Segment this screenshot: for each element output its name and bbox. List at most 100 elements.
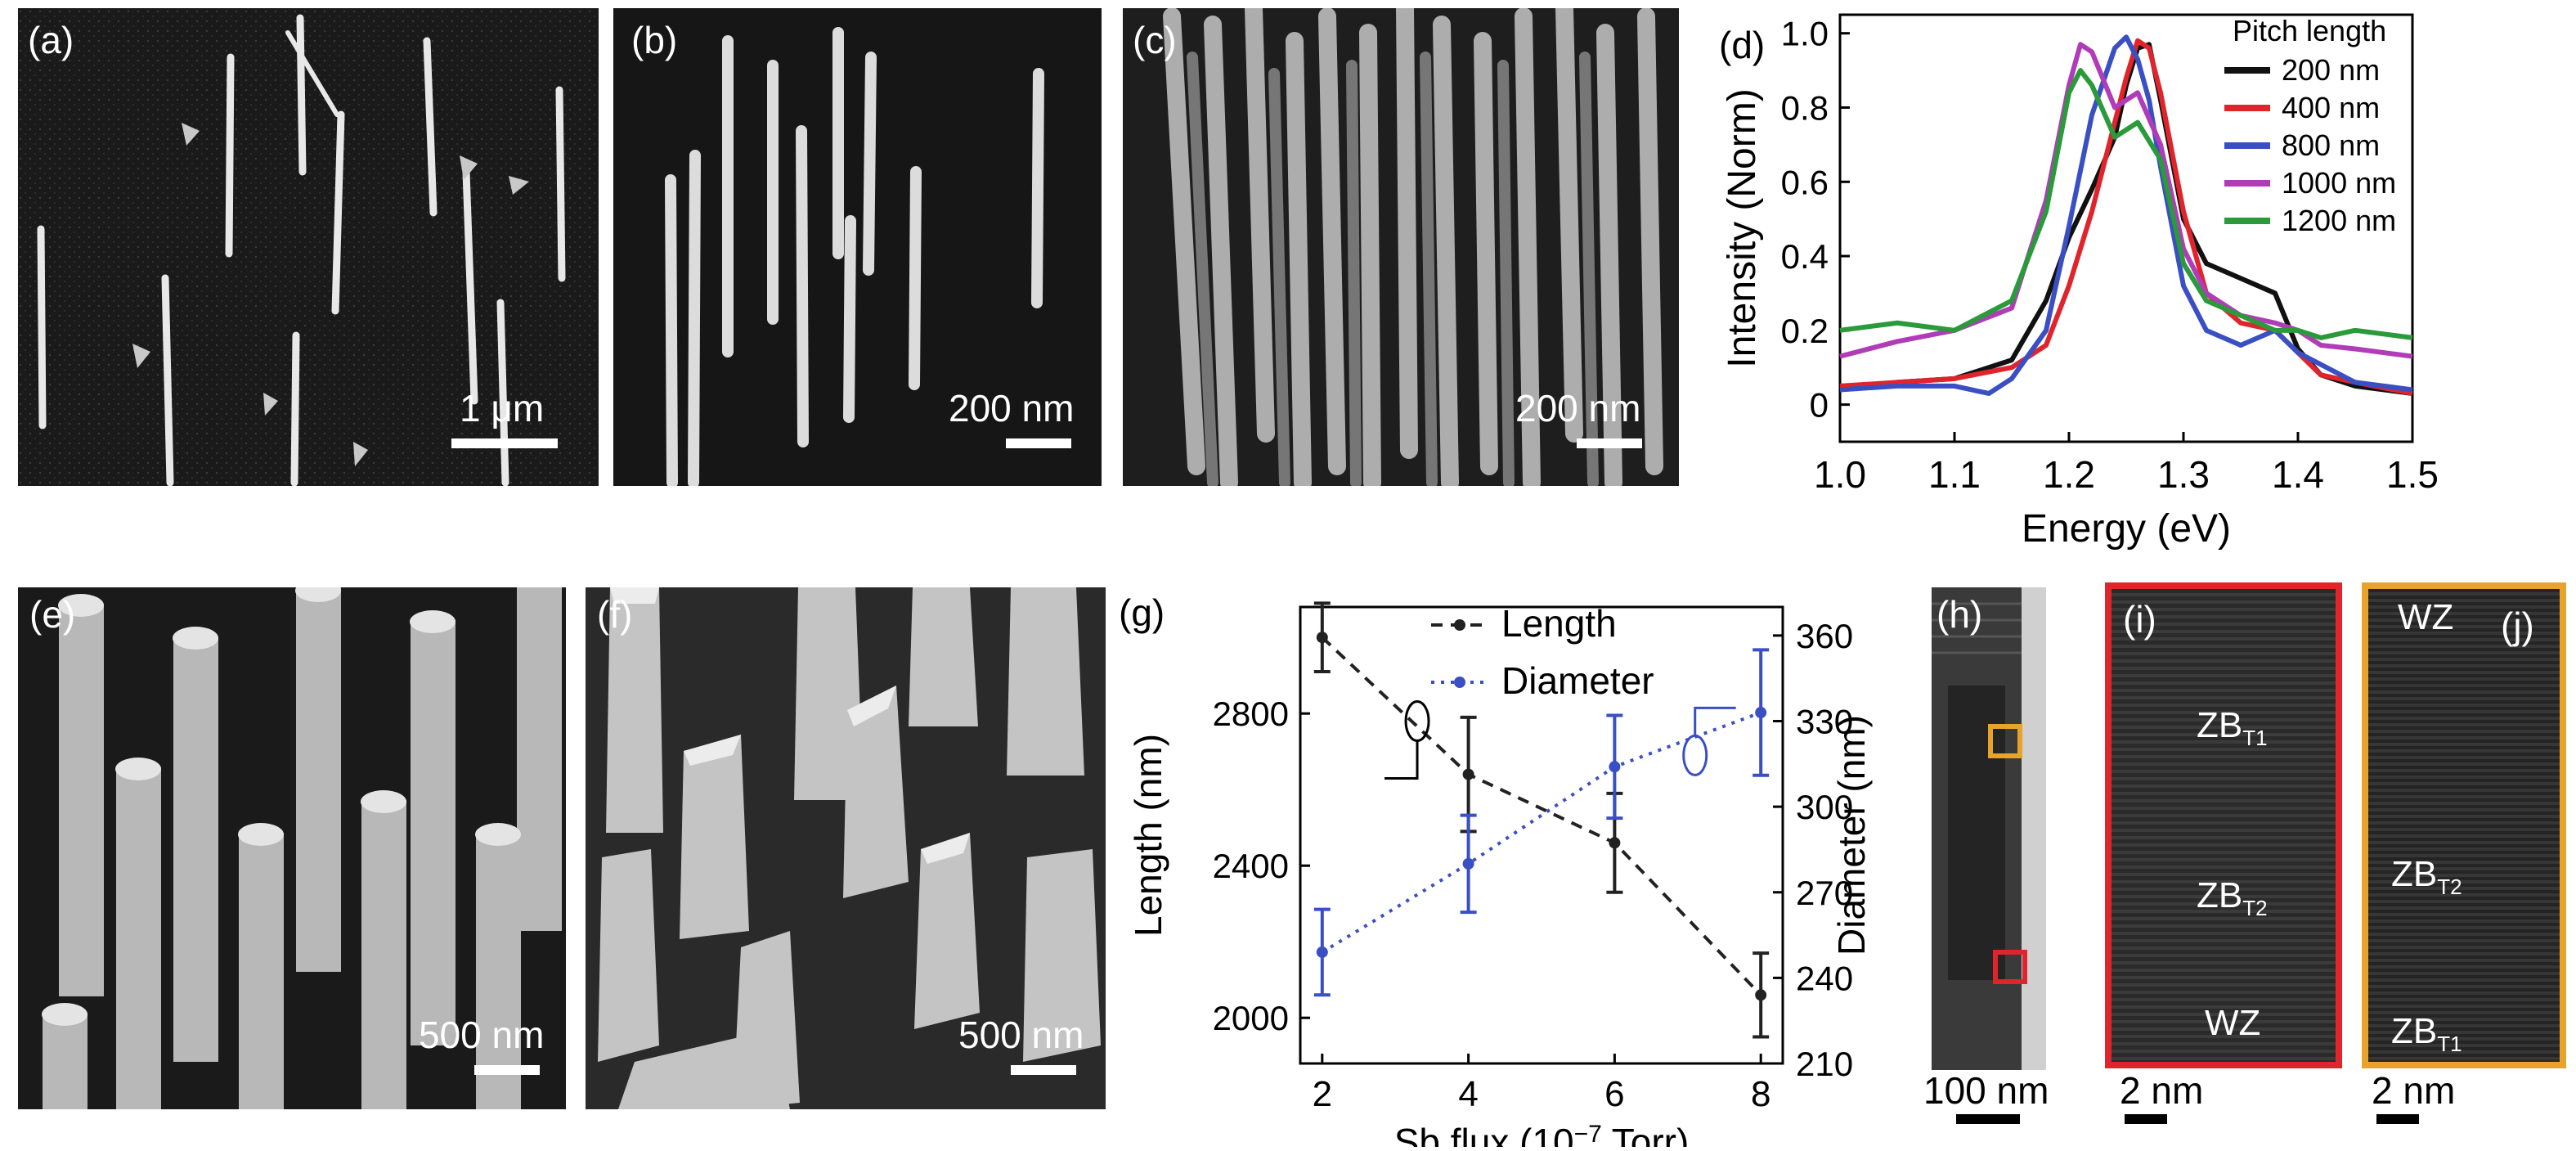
x-tick-label: 1.1 [1928,453,1981,496]
label-wz-j: WZ [2398,597,2454,637]
diameter-axis-arrow [1694,706,1736,736]
series-line-800-nm [1839,34,2413,396]
plot-frame [1838,13,2414,443]
y-axis-label: Intensity (Norm) [1721,88,1764,367]
y-tick-label: 0.4 [1781,237,1829,276]
tem-panel-h: (h) [1932,587,2046,1070]
x-tick-label: 6 [1604,1074,1624,1114]
sem-panel-b: (b) 200 nm [613,8,1102,486]
data-point-Length [1316,632,1328,644]
label-zb-t2-i: ZBT2 [2197,875,2268,920]
x-tick-label: 1.0 [1814,453,1866,496]
y2-tick-label: 360 [1796,617,1853,655]
scale-bar-a [451,438,558,448]
y-tick-label: 0 [1810,386,1829,425]
x-axis-label: Sb flux (10−7 Torr) [1394,1121,1690,1147]
tem-image-i [2112,589,2336,1062]
x-tick-label: 4 [1458,1074,1478,1114]
scale-bar-e [474,1065,540,1075]
legend-entry: 1200 nm [2282,204,2396,237]
y2-tick-label: 330 [1796,703,1853,741]
tem-panel-j: WZ (j) ZBT2 ZBT1 [2362,582,2566,1068]
x-tick-label: 1.5 [2386,453,2439,496]
y2-axis-label: Diameter (nm) [1830,715,1873,955]
x-tick-label: 1.4 [2272,453,2324,496]
scale-label-e: 500 nm [419,1014,545,1056]
data-point-Length [1755,989,1767,1001]
y-tick-label: 0.2 [1781,312,1829,350]
scale-bar-b [1006,438,1071,448]
data-point-Length [1609,837,1621,849]
x-tick-label: 8 [1751,1074,1770,1114]
tem-image-j [2368,589,2560,1062]
y-tick-label: 0.8 [1781,88,1829,127]
diameter-axis-indicator [1682,734,1708,776]
data-point-Length [1462,768,1474,780]
panel-label-a: (a) [28,19,74,61]
y2-tick-label: 210 [1796,1045,1853,1083]
data-point-Diameter [1462,857,1474,870]
pillar-image-f [586,587,1106,1109]
series-line-Length [1321,636,1762,996]
label-wz-i: WZ [2205,1003,2261,1043]
x-axis-label: Energy (eV) [2022,507,2231,551]
data-point-Diameter [1316,946,1328,958]
pillar-image-e [18,587,566,1109]
scale-label-a: 1 μm [460,387,545,429]
scale-label-j: 2 nm [2372,1069,2456,1112]
scale-bar-h [1956,1114,2020,1124]
x-tick-label: 1.3 [2157,453,2210,496]
panel-label-f: (f) [597,593,633,636]
legend-marker [1454,677,1465,688]
scale-label-i: 2 nm [2120,1069,2204,1112]
y-tick-label: 1.0 [1781,15,1829,53]
y2-tick-label: 300 [1796,788,1853,826]
tem-panel-i: (i) ZBT1 ZBT2 WZ [2105,582,2342,1068]
length-diameter-chart: 2 4 6 8 2000 2400 2800 210 240 270 300 330 360 Sb flu… [1127,601,1873,1151]
x-tick-label: 2 [1313,1074,1332,1114]
panel-label-b: (b) [631,19,678,61]
scale-bar-j [2376,1114,2419,1124]
length-axis-arrow [1384,740,1419,780]
y-tick-label: 0.6 [1781,163,1829,201]
label-zb-t1-i: ZBT1 [2197,705,2268,750]
legend-entry: 200 nm [2282,53,2380,87]
series-line-Diameter [1321,711,1761,954]
y-tick-label: 2800 [1213,695,1289,733]
nanowire-tem-image-h [1932,587,2046,1070]
scale-bar-f [1011,1065,1076,1075]
sem-panel-f: (f) 500 nm [586,587,1106,1109]
y2-tick-label: 240 [1796,959,1853,997]
spectra-chart: 1.0 1.1 1.2 1.3 1.4 1.5 0 0.2 0.4 0.6 0.8 1.0 Energy… [1721,13,2439,551]
series-line-1200-nm [1839,68,2413,340]
orange-marker-box [1988,724,2022,758]
y-tick-label: 2000 [1213,999,1289,1037]
panel-label-j: (j) [2501,605,2534,647]
scale-label-b: 200 nm [949,387,1075,429]
legend-title: Pitch length [2233,14,2386,47]
chart-panel-g: (g) 2 4 6 8 2000 2400 2800 210 240 270 300 330 360 Sb… [1112,582,1881,1151]
panel-label-d: (d) [1719,24,1766,66]
nanowire-image-a [18,8,599,486]
nanowire-image-c [1123,8,1679,486]
legend-entry: 1000 nm [2282,166,2396,200]
chart-panel-d: (d) 1.0 1.1 1.2 1.3 1.4 1.5 0 0.2 0.4 0.6 0.8 1.0 En… [1701,0,2527,556]
y-tick-label: 2400 [1213,847,1289,885]
panel-label-c: (c) [1133,19,1177,61]
data-point-Diameter [1609,761,1621,773]
sem-panel-a: (a) 1 μm [18,8,599,486]
scale-label-f: 500 nm [958,1014,1084,1056]
panel-label-h: (h) [1936,593,1983,636]
panel-label-i: (i) [2123,598,2156,641]
scale-label-h: 100 nm [1923,1069,2049,1112]
legend-entry: Diameter [1501,659,1654,702]
red-marker-box [1993,950,2027,984]
legend-entry: 800 nm [2282,128,2380,162]
sem-panel-c: (c) 200 nm [1123,8,1679,486]
scale-bar-i [2125,1114,2167,1124]
scale-bar-c [1577,438,1642,448]
nanowire-image-b [613,8,1102,486]
x-tick-label: 1.2 [2043,453,2095,496]
scale-label-c: 200 nm [1515,387,1641,429]
y-axis-label: Length (nm) [1127,734,1169,937]
